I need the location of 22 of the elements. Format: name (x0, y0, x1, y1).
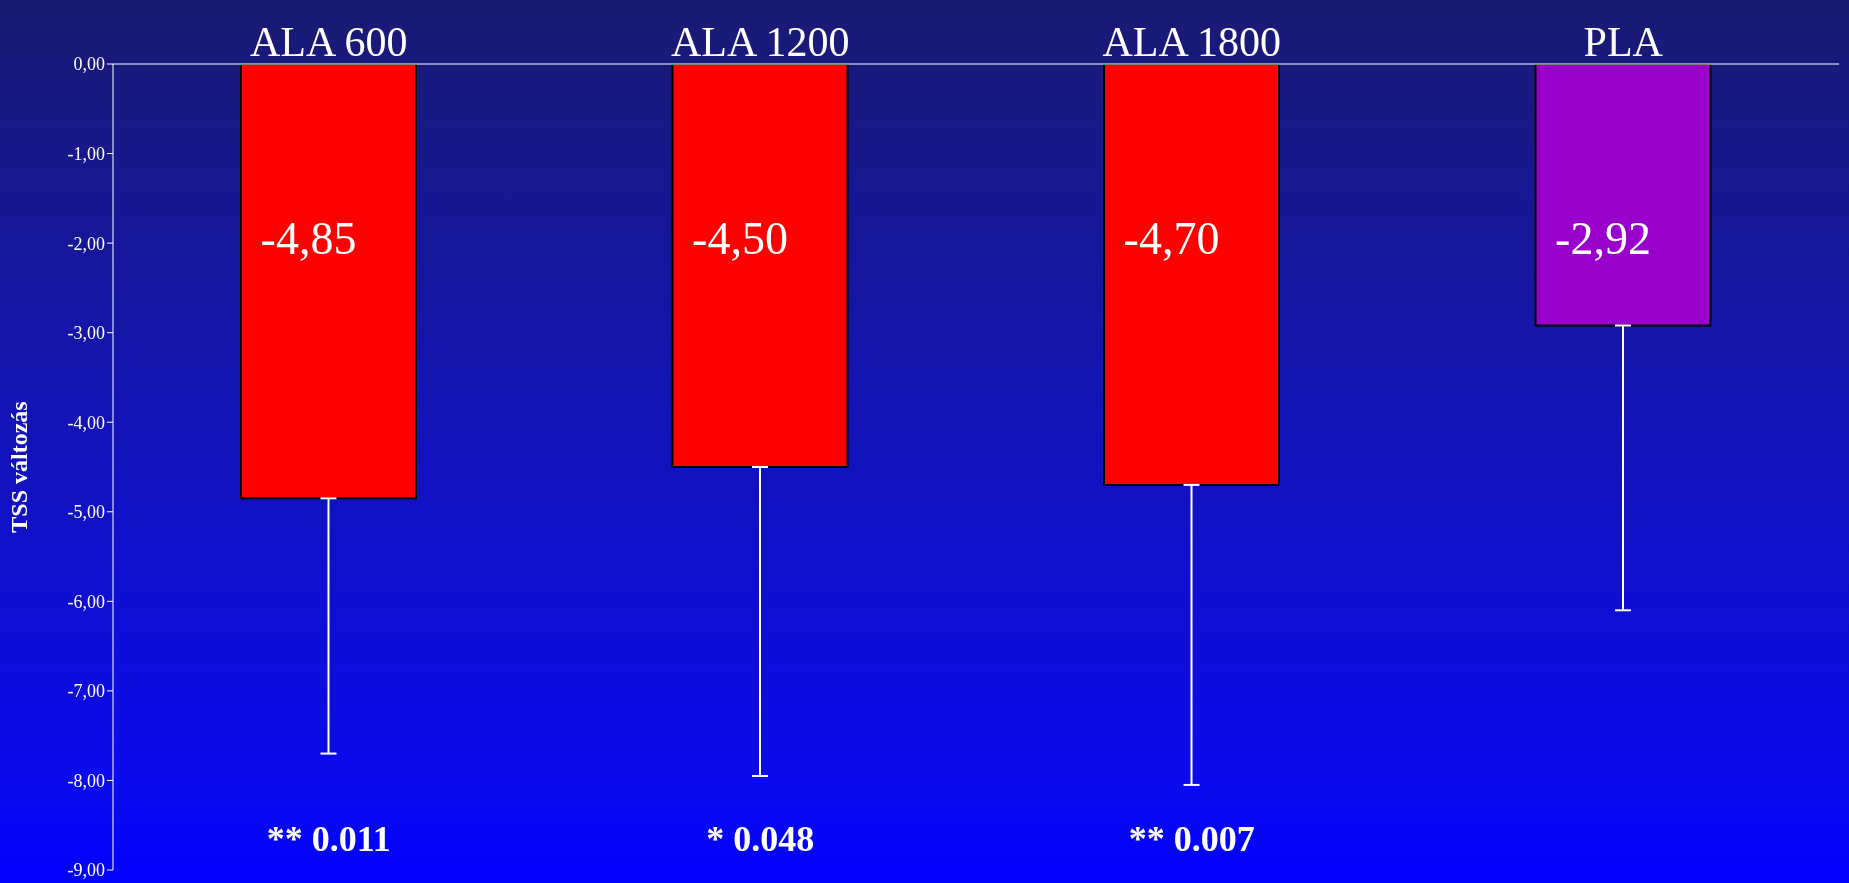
data-label: -4,85 (260, 213, 357, 264)
y-tick-label: -8,00 (67, 770, 105, 791)
y-tick-label: -4,00 (67, 412, 105, 433)
data-label: -4,50 (692, 213, 788, 264)
y-tick-label: -2,00 (67, 233, 105, 254)
x-tick-label: ALA 1200 (671, 19, 850, 65)
x-tick-label: ALA 1800 (1102, 19, 1281, 65)
y-axis-title: TSS változás (5, 401, 32, 533)
annotation: * 0.048 (706, 818, 815, 859)
y-tick-label: -1,00 (67, 143, 105, 164)
x-tick-label: ALA 600 (250, 19, 408, 65)
y-tick-label: 0,00 (73, 54, 105, 75)
y-tick-label: -6,00 (67, 591, 105, 612)
y-tick-label: -3,00 (67, 323, 105, 344)
y-tick-label: -9,00 (67, 860, 105, 881)
annotation: ** 0.011 (266, 818, 391, 859)
y-tick-label: -7,00 (67, 681, 105, 702)
data-label: -2,92 (1555, 213, 1651, 264)
annotation: ** 0.007 (1128, 818, 1255, 859)
y-tick-label: -5,00 (67, 502, 105, 523)
x-tick-label: PLA (1583, 19, 1664, 65)
data-label: -4,70 (1123, 213, 1220, 264)
